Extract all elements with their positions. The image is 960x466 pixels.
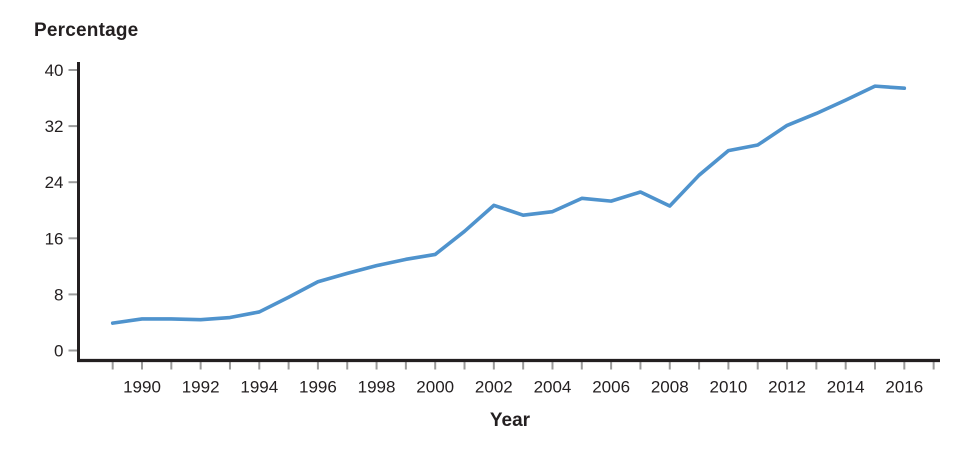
y-tick-label: 40 [45, 61, 64, 80]
y-tick-label: 32 [45, 117, 64, 136]
y-tick-label: 8 [54, 285, 63, 304]
x-tick-label: 2002 [475, 378, 513, 397]
x-tick-label: 1996 [299, 378, 337, 397]
x-tick-label: 2010 [709, 378, 747, 397]
x-tick-label: 2004 [534, 378, 572, 397]
x-tick-label: 2000 [416, 378, 454, 397]
chart-title: Percentage [34, 20, 139, 41]
x-tick-label: 2014 [827, 378, 865, 397]
x-tick-label: 1994 [240, 378, 278, 397]
x-tick-label: 1998 [358, 378, 396, 397]
y-tick-label: 0 [54, 342, 63, 361]
x-tick-label: 1992 [182, 378, 220, 397]
x-tick-label: 2016 [885, 378, 923, 397]
x-tick-label: 2006 [592, 378, 630, 397]
x-tick-label: 2008 [651, 378, 689, 397]
y-tick-label: 24 [45, 173, 64, 192]
data-line-series [110, 84, 907, 325]
x-tick-label: 1990 [123, 378, 161, 397]
x-axis-title: Year [489, 410, 531, 431]
y-tick-label: 16 [45, 229, 64, 248]
x-tick-label: 2012 [768, 378, 806, 397]
